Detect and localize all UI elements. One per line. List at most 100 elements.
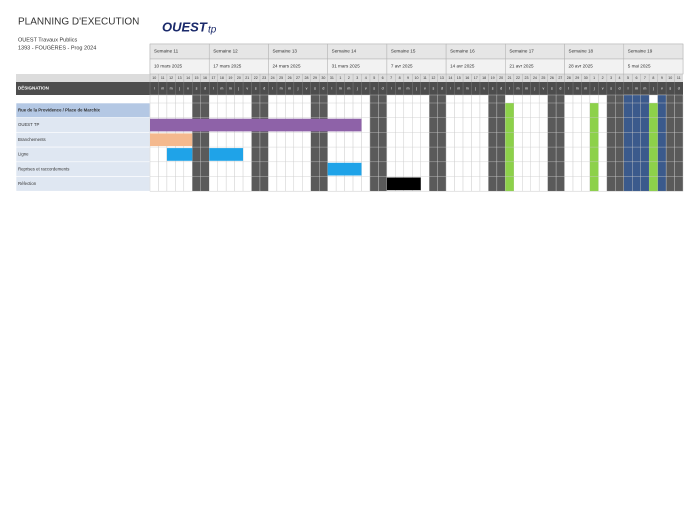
day-letter: s <box>255 86 257 90</box>
day-letter: s <box>492 86 494 90</box>
row-label-cell <box>15 146 151 163</box>
day-letter: l <box>331 86 332 90</box>
week-label: Semaine 15 <box>391 49 416 54</box>
day-column <box>488 94 498 192</box>
day-number: 17 <box>211 76 215 80</box>
day-column <box>606 94 616 192</box>
row-label: Rue de la Providence / Place de Marchix <box>18 107 101 112</box>
day-column <box>234 94 244 192</box>
day-number: 3 <box>610 76 612 80</box>
day-letter: v <box>424 86 426 90</box>
bridge-day <box>657 94 667 192</box>
week-date: 28 avr 2025 <box>569 64 594 69</box>
day-number: 19 <box>228 76 232 80</box>
bridge-day <box>632 94 641 192</box>
day-letter: l <box>391 86 392 90</box>
bridge-day <box>640 94 650 192</box>
day-letter: m <box>288 86 291 90</box>
day-number: 21 <box>245 76 249 80</box>
title: PLANNING D'EXECUTION <box>18 17 139 28</box>
day-number: 8 <box>399 76 401 80</box>
week-date: 14 avr 2025 <box>450 64 475 69</box>
day-letter: d <box>678 86 680 90</box>
week-label: Semaine 13 <box>272 49 297 54</box>
day-column <box>285 94 295 192</box>
row-label: Branchements <box>18 137 46 142</box>
day-letter: l <box>568 86 569 90</box>
company: OUEST Travaux Publics <box>18 37 77 43</box>
day-number: 4 <box>619 76 621 80</box>
day-number: 15 <box>457 76 461 80</box>
day-column <box>310 94 320 192</box>
logo: OUEST <box>162 19 208 34</box>
day-letter: j <box>178 86 180 90</box>
day-number: 9 <box>407 76 409 80</box>
day-letter: s <box>196 86 198 90</box>
day-letter: l <box>272 86 273 90</box>
day-letter: m <box>398 86 401 90</box>
day-column <box>445 94 455 192</box>
day-column <box>293 94 303 192</box>
day-column <box>538 94 548 192</box>
week-label: Semaine 14 <box>332 49 357 54</box>
day-letter: j <box>297 86 299 90</box>
row-label: Reprises et raccordements <box>18 166 69 171</box>
day-letter: v <box>306 86 308 90</box>
day-letter: l <box>509 86 510 90</box>
day-number: 24 <box>533 76 537 80</box>
day-column <box>268 94 278 192</box>
day-column <box>598 94 608 192</box>
day-number: 25 <box>279 76 283 80</box>
day-number: 10 <box>668 76 672 80</box>
day-number: 9 <box>661 76 663 80</box>
day-letter: j <box>593 86 595 90</box>
day-letter: v <box>543 86 545 90</box>
designation-label: DÉSIGNATION <box>18 84 49 91</box>
row-label: Ligne <box>18 152 29 157</box>
day-letter: v <box>661 86 663 90</box>
task-bar <box>327 162 362 176</box>
day-letter: s <box>433 86 435 90</box>
day-column <box>344 94 354 192</box>
day-column <box>352 94 362 192</box>
week-date: 7 avr 2025 <box>391 64 413 69</box>
day-letter: m <box>635 86 638 90</box>
task-bar <box>386 177 421 191</box>
day-column <box>251 94 261 192</box>
day-letter: m <box>339 86 342 90</box>
day-number: 2 <box>602 76 604 80</box>
day-letter: m <box>161 86 164 90</box>
day-number: 5 <box>627 76 629 80</box>
row-label: Réfection <box>18 181 37 186</box>
day-letter: v <box>365 86 367 90</box>
day-letter: j <box>237 86 239 90</box>
day-letter: d <box>204 86 206 90</box>
day-number: 11 <box>423 76 427 80</box>
day-number: 6 <box>382 76 384 80</box>
day-letter: s <box>669 86 671 90</box>
day-letter: v <box>187 86 189 90</box>
day-number: 11 <box>161 76 165 80</box>
day-number: 16 <box>203 76 207 80</box>
day-number: 1 <box>593 76 595 80</box>
day-number: 22 <box>516 76 520 80</box>
week-label: Semaine 17 <box>509 49 534 54</box>
day-column <box>259 94 269 192</box>
day-letter: d <box>559 86 561 90</box>
day-number: 8 <box>652 76 654 80</box>
day-letter: d <box>382 86 384 90</box>
day-number: 31 <box>330 76 334 80</box>
day-number: 22 <box>254 76 258 80</box>
day-letter: m <box>525 86 528 90</box>
day-number: 21 <box>508 76 512 80</box>
day-letter: v <box>246 86 248 90</box>
day-letter: s <box>373 86 375 90</box>
day-number: 4 <box>365 76 367 80</box>
day-letter: m <box>643 86 646 90</box>
day-letter: m <box>347 86 350 90</box>
day-number: 7 <box>644 76 646 80</box>
day-number: 23 <box>262 76 266 80</box>
day-letter: d <box>619 86 621 90</box>
